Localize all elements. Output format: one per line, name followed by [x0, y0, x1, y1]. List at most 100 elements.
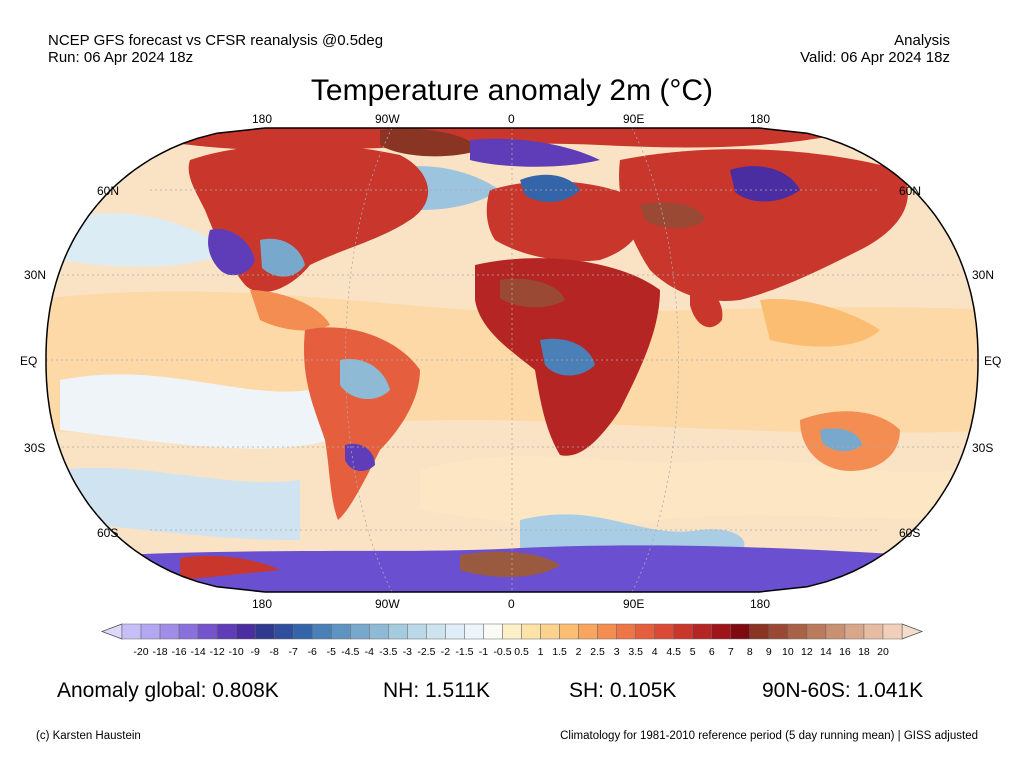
south-america-warm	[304, 327, 420, 520]
sahara-hot	[500, 278, 565, 308]
colorbar-tick-label: -4.5	[341, 646, 360, 658]
europe-warm	[486, 181, 643, 262]
india-warm	[690, 289, 723, 328]
colorbar-swatch	[121, 623, 142, 640]
colorbar-tick-label: -10	[228, 646, 244, 658]
run-time: Run: 06 Apr 2024 18z	[48, 49, 194, 66]
colorbar-swatch	[768, 623, 789, 640]
climatology-note: Climatology for 1981-2010 reference peri…	[560, 730, 978, 742]
lon-label-bottom-90w: 90W	[375, 597, 400, 611]
colorbar-swatch	[578, 623, 598, 640]
lat-label-right-eq: EQ	[984, 354, 1002, 368]
greenland-warm	[380, 128, 480, 157]
lat-label-right-60s: 60S	[899, 526, 921, 540]
colorbar-swatch	[292, 623, 313, 640]
central-asia-hot	[640, 202, 705, 229]
antarctic-red-edge	[180, 555, 280, 580]
colorbar-swatch	[749, 623, 770, 640]
colorbar-swatch	[388, 623, 408, 640]
central-america	[250, 290, 330, 331]
colorbar-swatch	[673, 623, 693, 640]
colorbar-swatch	[273, 623, 294, 640]
colorbar-tick-label: 14	[820, 646, 832, 658]
south-ocean-warm	[420, 456, 960, 525]
asia-warm	[619, 149, 908, 301]
lat-label-left-30n: 30N	[24, 268, 47, 282]
colorbar-tick-label: -1	[478, 646, 489, 658]
colorbar-swatch	[654, 623, 674, 640]
lon-label-top-180w: 180	[252, 112, 273, 126]
colorbar-tick-label: 0.5	[514, 646, 529, 658]
colorbar-swatch	[787, 623, 808, 640]
colorbar-tick-label: 5	[689, 646, 696, 658]
colorbar-tick-label: -12	[209, 646, 225, 658]
colorbar-swatch	[483, 623, 503, 640]
colorbar-tick-label: -16	[171, 646, 187, 658]
east-pacific-cool	[60, 374, 359, 449]
colorbar-tick-label: 7	[727, 646, 734, 658]
central-africa-cool	[540, 338, 595, 376]
colorbar-tick-label: 9	[765, 646, 772, 658]
lon-label-top-90e: 90E	[623, 112, 645, 126]
colorbar-swatch	[235, 623, 256, 640]
colorbar-tick-label: -2.5	[417, 646, 436, 658]
colorbar-swatch	[502, 623, 522, 640]
colorbar-swatch	[597, 623, 617, 640]
lon-label-top-0: 0	[508, 112, 515, 126]
colorbar-tick-label: -18	[152, 646, 168, 658]
colorbar-tick-label: -1.5	[455, 646, 474, 658]
colorbar-tick-label: -7	[288, 646, 298, 658]
map-title: Temperature anomaly 2m (°C)	[310, 74, 714, 107]
colorbar-tick-label: 10	[782, 646, 794, 658]
colorbar-tick-label: 1.5	[552, 646, 567, 658]
colorbar-tick-label: -8	[269, 646, 279, 658]
colorbar-tick-label: -14	[190, 646, 206, 658]
lon-label-top-90w: 90W	[375, 112, 400, 126]
colorbar-tick-label: -3	[402, 646, 413, 658]
arctic-warm	[120, 128, 900, 150]
colorbar-swatch	[882, 623, 903, 640]
colorbar-tick-label: 4.5	[666, 646, 682, 658]
north-pacific-cool	[60, 213, 230, 267]
anomaly-nh: NH: 1.511K	[383, 679, 490, 702]
analysis-label: Analysis	[894, 32, 950, 49]
colorbar-tick-label: -3.5	[379, 646, 398, 658]
colorbar-swatch	[825, 623, 846, 640]
lat-label-right-60n: 60N	[899, 184, 922, 198]
anomaly-arctic: 90N-60S: 1.041K	[762, 679, 924, 702]
graticule	[46, 128, 978, 592]
colorbar-tick-label: -20	[133, 646, 149, 658]
southeast-asia	[760, 299, 880, 347]
valid-time: Valid: 06 Apr 2024 18z	[800, 49, 950, 66]
colorbar-tick-label: -6	[307, 646, 317, 658]
colorbar-swatch	[369, 623, 389, 640]
colorbar-tick-label: -0.5	[493, 646, 512, 658]
lat-label-left-60s: 60S	[97, 526, 119, 540]
colorbar-swatch	[445, 623, 465, 640]
colorbar-swatch	[540, 623, 560, 640]
colorbar-tick-label: -4	[364, 646, 374, 658]
colorbar-swatch	[730, 623, 751, 640]
colorbar-swatch	[216, 623, 237, 640]
colorbar-tick-label: -5	[326, 646, 336, 658]
lon-label-top-180e: 180	[750, 112, 771, 126]
colorbar-swatch	[559, 623, 579, 640]
south-pacific-cool	[60, 467, 300, 540]
colorbar-swatch	[863, 623, 884, 640]
colorbar-tick-label: 2	[575, 646, 582, 658]
colorbar-swatch	[140, 623, 161, 640]
colorbar-swatch	[178, 623, 199, 640]
lat-label-right-30s: 30S	[972, 441, 994, 455]
anomaly-global: Anomaly global: 0.808K	[57, 679, 279, 702]
colorbar-swatch	[197, 623, 218, 640]
credit-text: (c) Karsten Haustein	[36, 730, 141, 742]
central-us-cool	[260, 238, 305, 277]
argentina-cold	[345, 443, 375, 472]
colorbar-tick-label: 2.5	[590, 646, 605, 658]
colorbar-swatch	[464, 623, 484, 640]
colorbar-tick-label: -2	[440, 646, 451, 658]
lat-label-left-60n: 60N	[97, 184, 120, 198]
colorbar-tick-label: 3.5	[628, 646, 643, 658]
